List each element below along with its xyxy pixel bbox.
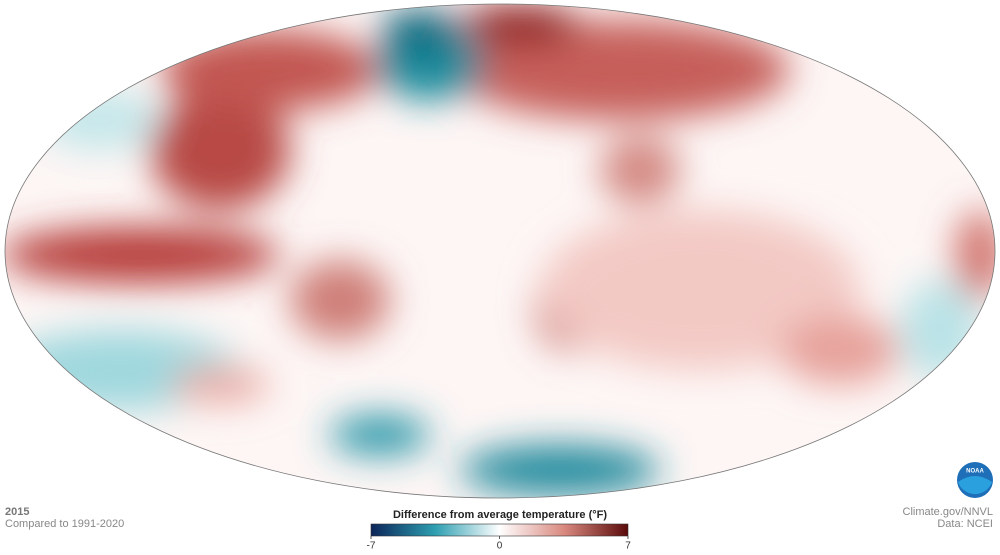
legend-title: Difference from average temperature (°F) [393, 509, 607, 521]
temperature-map [5, 5, 995, 495]
baseline: Compared to 1991-2020 [5, 518, 124, 530]
scale-tick-label: -7 [367, 541, 376, 552]
scale-tick-label: 0 [497, 541, 503, 552]
color-scale [370, 523, 629, 537]
credit: Climate.gov/NNVL [903, 506, 993, 518]
globe-outline [4, 3, 996, 499]
year: 2015 [5, 506, 29, 518]
source: Data: NCEI [937, 518, 993, 530]
svg-text:NOAA: NOAA [966, 469, 984, 475]
noaa-logo: NOAA [957, 462, 993, 498]
scale-tick-label: 7 [625, 541, 631, 552]
